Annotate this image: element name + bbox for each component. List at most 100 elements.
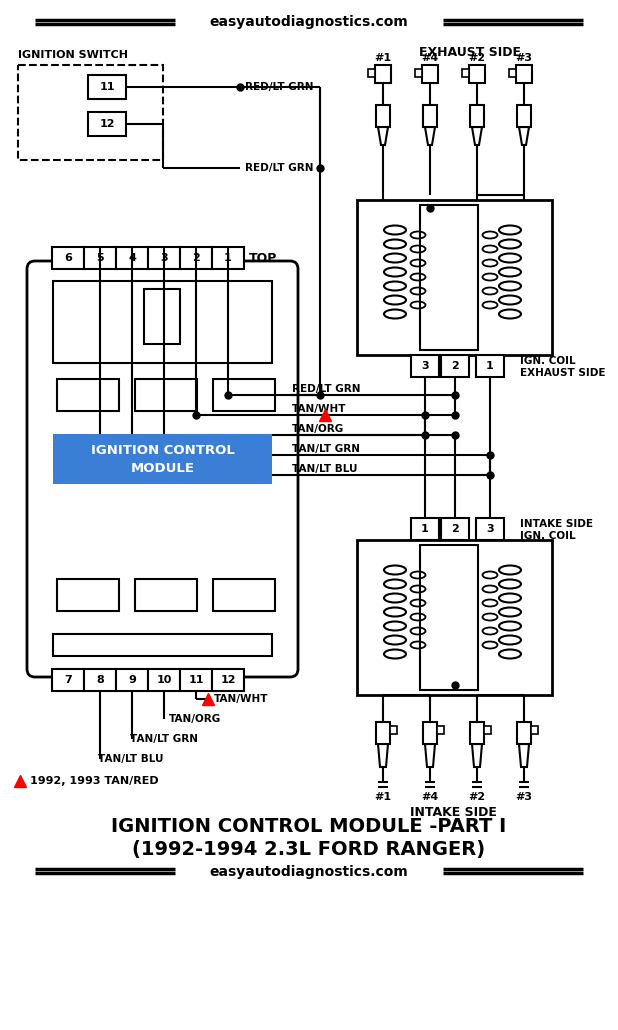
Text: RED/LT GRN: RED/LT GRN: [245, 163, 313, 173]
Text: #1: #1: [375, 792, 392, 802]
Text: TAN/ORG: TAN/ORG: [169, 714, 221, 724]
Text: INTAKE SIDE: INTAKE SIDE: [520, 519, 593, 529]
Text: 11: 11: [99, 82, 115, 92]
Text: RED/LT GRN: RED/LT GRN: [245, 82, 313, 92]
Bar: [484, 726, 491, 734]
Text: 10: 10: [156, 675, 172, 685]
Bar: [84, 247, 116, 269]
Text: 2: 2: [451, 524, 459, 534]
Text: MODULE: MODULE: [130, 462, 195, 476]
Bar: [357, 200, 552, 355]
Text: TAN/WHT: TAN/WHT: [214, 694, 268, 703]
Bar: [437, 726, 444, 734]
Text: IGN. COIL: IGN. COIL: [520, 531, 575, 541]
Text: #1: #1: [375, 53, 392, 63]
Bar: [212, 670, 244, 691]
Bar: [135, 579, 197, 611]
Bar: [18, 65, 163, 160]
Bar: [375, 65, 391, 83]
Polygon shape: [472, 744, 482, 767]
Bar: [470, 722, 484, 744]
Text: #4: #4: [421, 792, 439, 802]
Bar: [420, 205, 478, 350]
Text: TAN/ORG: TAN/ORG: [292, 424, 344, 434]
Bar: [390, 726, 397, 734]
Text: 7: 7: [64, 675, 72, 685]
Bar: [213, 579, 275, 611]
Bar: [420, 545, 478, 690]
Text: #3: #3: [515, 792, 533, 802]
Bar: [469, 65, 485, 83]
Text: 8: 8: [96, 675, 104, 685]
Bar: [423, 105, 437, 127]
Text: 12: 12: [220, 675, 235, 685]
Bar: [376, 105, 390, 127]
Bar: [357, 540, 552, 695]
Bar: [415, 69, 422, 77]
Text: EXHAUST SIDE: EXHAUST SIDE: [520, 368, 606, 378]
Text: easyautodiagnostics.com: easyautodiagnostics.com: [210, 15, 408, 29]
Bar: [52, 670, 84, 691]
Bar: [144, 289, 180, 344]
Text: TAN/LT GRN: TAN/LT GRN: [292, 444, 360, 454]
Text: 1992, 1993 TAN/RED: 1992, 1993 TAN/RED: [30, 776, 159, 786]
Bar: [531, 726, 538, 734]
Bar: [148, 670, 180, 691]
Text: 3: 3: [421, 360, 429, 371]
Polygon shape: [425, 744, 435, 767]
Bar: [411, 355, 439, 377]
Bar: [116, 247, 148, 269]
Bar: [476, 518, 504, 540]
Text: #2: #2: [468, 792, 486, 802]
Text: #3: #3: [515, 53, 533, 63]
Text: INTAKE SIDE: INTAKE SIDE: [410, 805, 496, 819]
Bar: [423, 722, 437, 744]
Polygon shape: [519, 127, 529, 145]
Bar: [84, 670, 116, 691]
Bar: [57, 379, 119, 411]
Bar: [180, 247, 212, 269]
Polygon shape: [378, 127, 388, 145]
Bar: [52, 247, 84, 269]
Bar: [88, 112, 126, 136]
Text: 3: 3: [160, 253, 168, 263]
Bar: [212, 247, 244, 269]
Bar: [517, 105, 531, 127]
Bar: [462, 69, 469, 77]
Bar: [116, 670, 148, 691]
Bar: [57, 579, 119, 611]
Text: 3: 3: [486, 524, 494, 534]
Text: IGNITION SWITCH: IGNITION SWITCH: [18, 50, 128, 60]
Text: IGNITION CONTROL MODULE -PART I: IGNITION CONTROL MODULE -PART I: [111, 817, 507, 835]
Bar: [422, 65, 438, 83]
Text: 1: 1: [224, 253, 232, 263]
Bar: [517, 722, 531, 744]
Bar: [148, 247, 180, 269]
Text: TOP: TOP: [249, 251, 277, 265]
Bar: [411, 518, 439, 540]
Text: RED/LT GRN: RED/LT GRN: [292, 384, 360, 394]
Bar: [441, 355, 469, 377]
Bar: [53, 634, 272, 656]
Bar: [470, 105, 484, 127]
Text: TAN/LT BLU: TAN/LT BLU: [98, 754, 164, 764]
FancyBboxPatch shape: [27, 261, 298, 677]
Text: 1: 1: [421, 524, 429, 534]
Bar: [53, 434, 272, 484]
Bar: [376, 722, 390, 744]
Text: IGN. COIL: IGN. COIL: [520, 356, 575, 366]
Polygon shape: [472, 127, 482, 145]
Polygon shape: [519, 744, 529, 767]
Bar: [368, 69, 375, 77]
Bar: [135, 379, 197, 411]
Text: (1992-1994 2.3L FORD RANGER): (1992-1994 2.3L FORD RANGER): [132, 839, 486, 858]
Text: TAN/LT BLU: TAN/LT BLU: [292, 464, 357, 474]
Text: #2: #2: [468, 53, 486, 63]
Bar: [53, 281, 272, 363]
Text: IGNITION CONTROL: IGNITION CONTROL: [91, 445, 234, 457]
Text: 6: 6: [64, 253, 72, 263]
Text: 2: 2: [451, 360, 459, 371]
Text: TAN/LT GRN: TAN/LT GRN: [130, 734, 198, 744]
Text: #4: #4: [421, 53, 439, 63]
Text: 5: 5: [96, 253, 104, 263]
